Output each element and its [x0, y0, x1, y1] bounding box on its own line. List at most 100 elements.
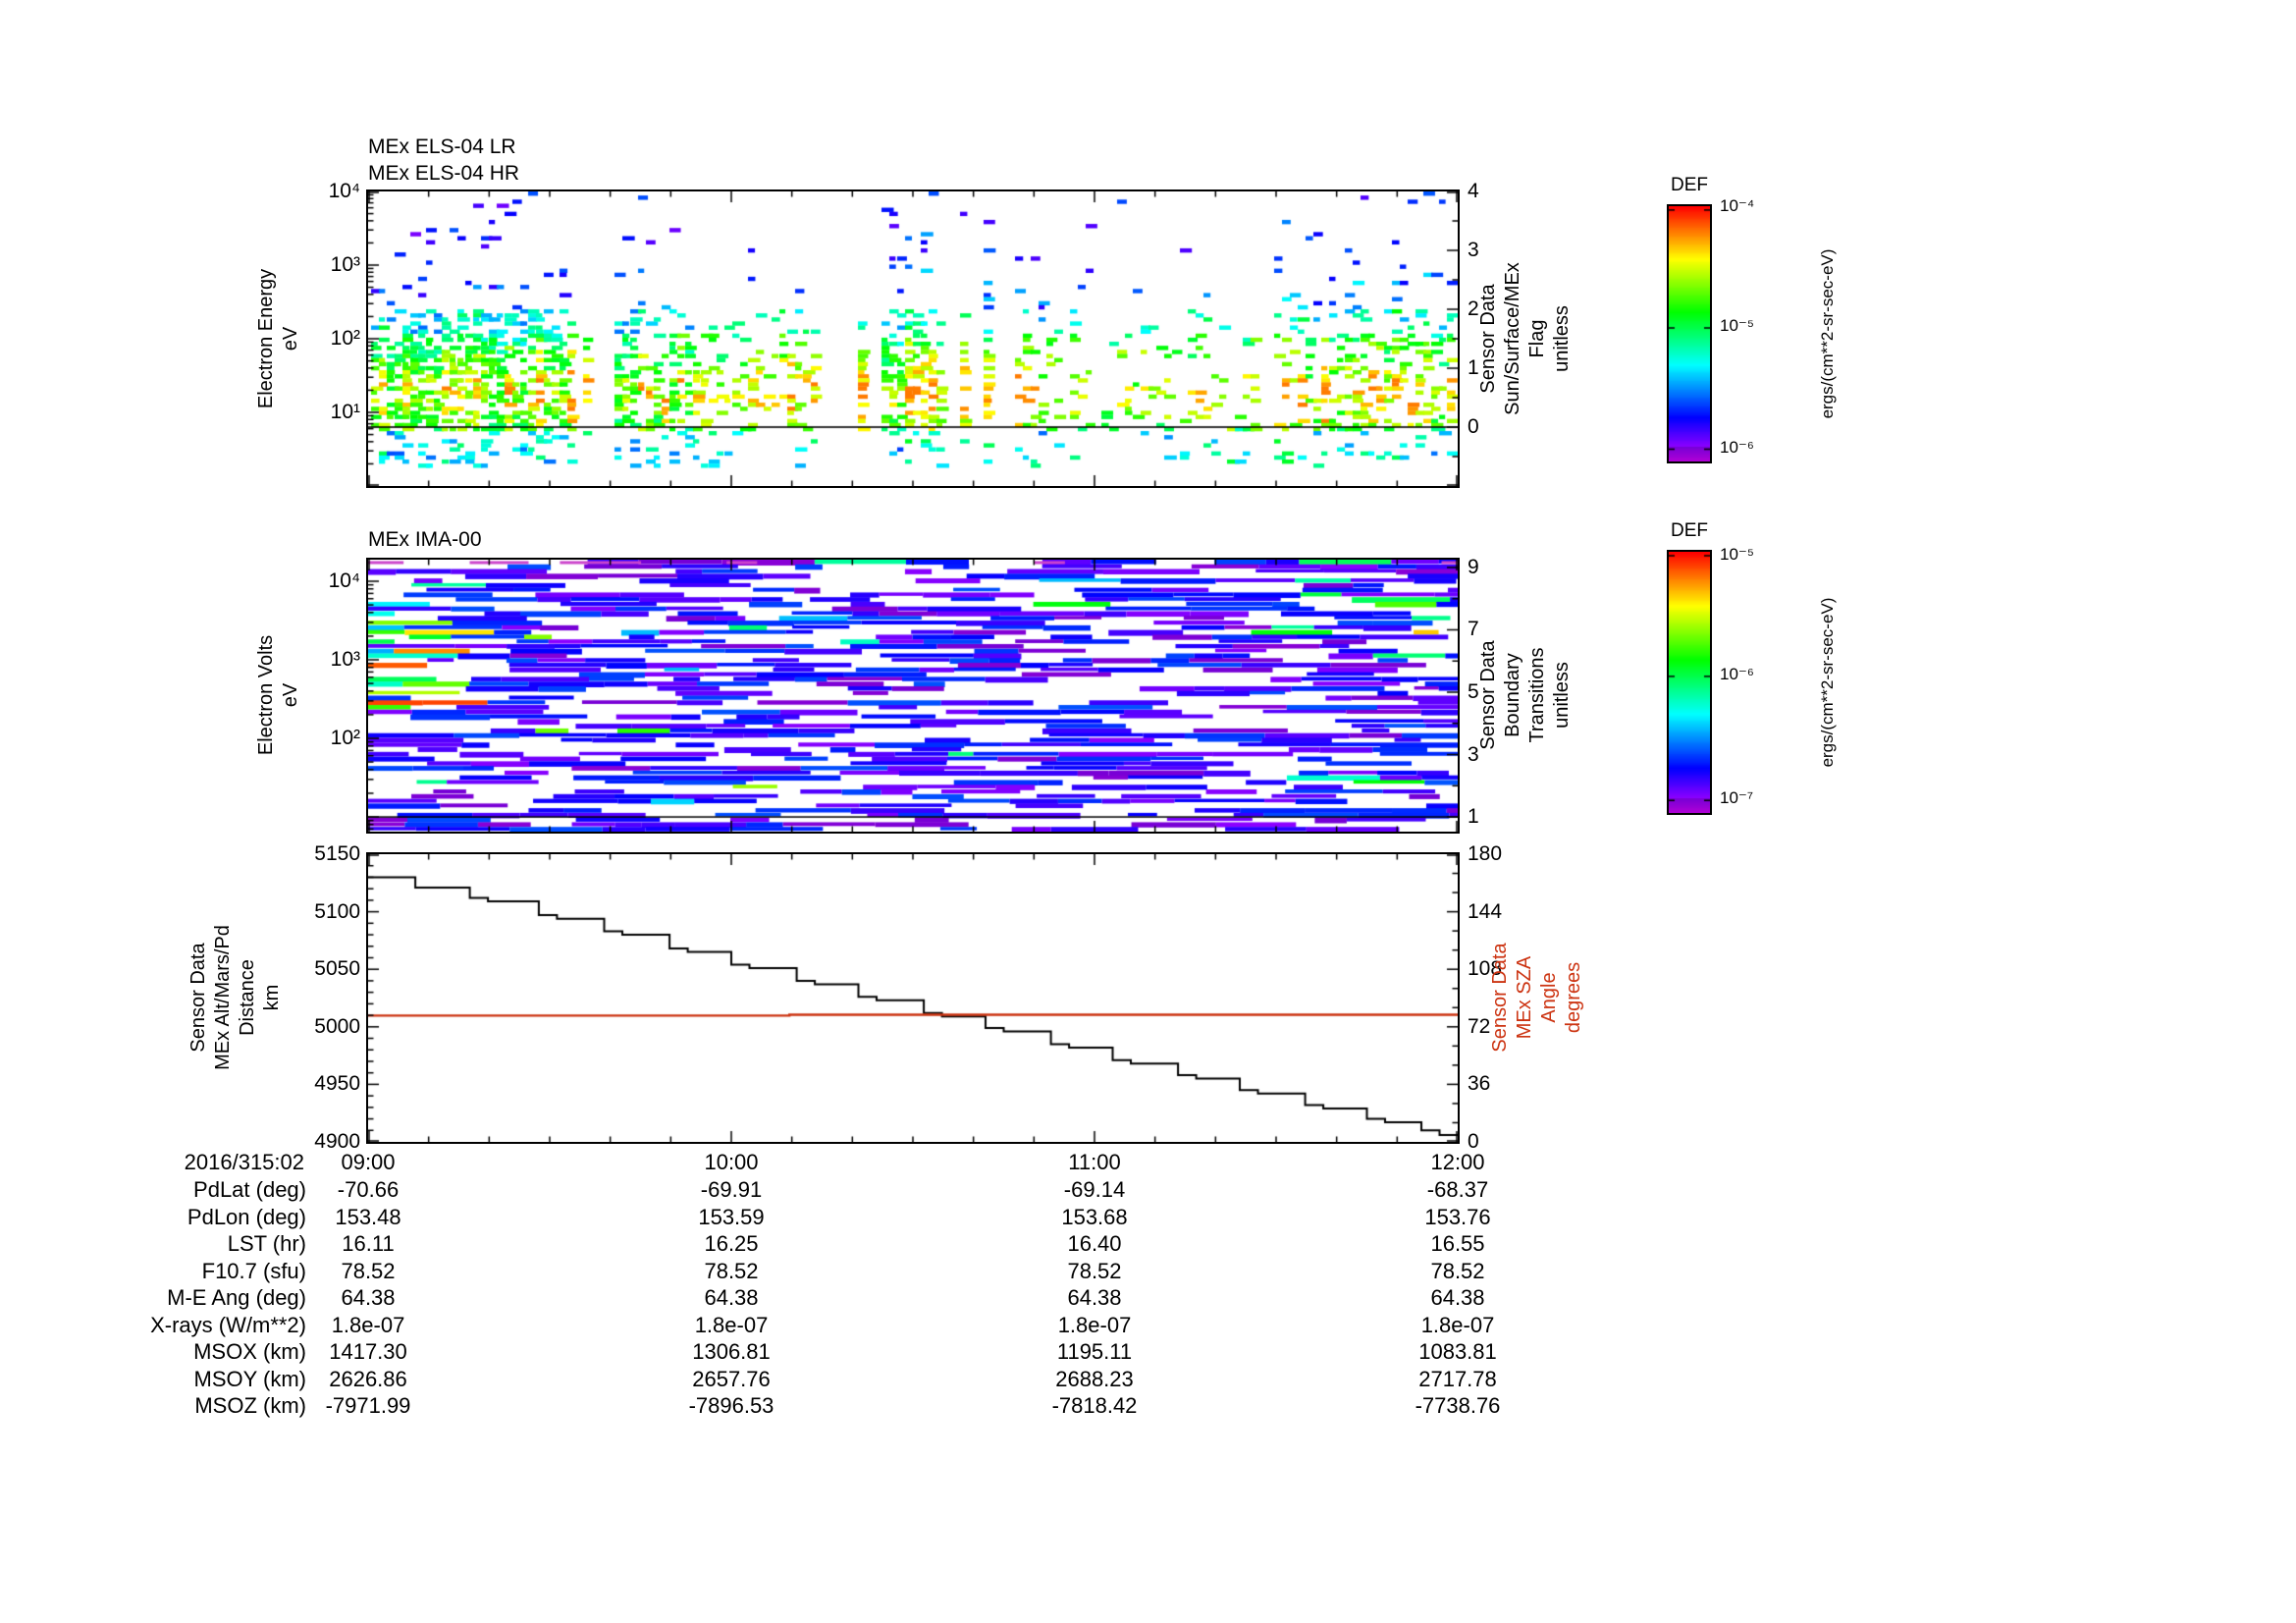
els-colorbar-title: DEF	[1671, 175, 1708, 195]
els-title-line2: MEx ELS-04 HR	[368, 162, 520, 185]
alt-ytick-label: 5050	[314, 957, 360, 980]
table-cell: 1.8e-07	[1420, 1312, 1495, 1337]
table-row-label: F10.7 (sfu)	[201, 1258, 306, 1283]
ima-spectrogram-panel	[366, 558, 1460, 834]
ima-colorbar-canvas	[1669, 552, 1710, 813]
table-cell: 1.8e-07	[331, 1312, 405, 1337]
table-cell: 78.52	[704, 1258, 759, 1283]
table-cell: 1417.30	[329, 1339, 407, 1364]
table-cell: 64.38	[1067, 1285, 1122, 1310]
sza-tick-label: 144	[1468, 900, 1503, 923]
ima-colorbar-tick: 10⁻⁶	[1720, 665, 1754, 683]
table-cell: 2626.86	[329, 1366, 407, 1391]
ima-colorbar-title: DEF	[1671, 520, 1708, 541]
date-label: 2016/315:02	[184, 1150, 304, 1174]
table-cell: -7818.42	[1051, 1393, 1138, 1418]
table-cell: -7738.76	[1415, 1393, 1501, 1418]
els-flag-tick-label: 4	[1468, 180, 1479, 202]
table-cell: -68.37	[1426, 1177, 1489, 1202]
sza-tick-label: 108	[1468, 957, 1503, 980]
els-spectrogram-canvas	[368, 191, 1458, 486]
time-tick-label: 11:00	[1068, 1150, 1121, 1174]
table-cell: 153.48	[335, 1204, 401, 1229]
ima-colorbar-unit-label: ergs/(cm**2-sr-sec-eV)	[1818, 597, 1837, 768]
table-cell: 16.55	[1430, 1231, 1485, 1256]
ima-colorbar	[1667, 550, 1712, 815]
table-cell: 2657.76	[692, 1366, 771, 1391]
els-title-line1: MEx ELS-04 LR	[368, 135, 516, 158]
time-tick-label: 10:00	[704, 1150, 759, 1174]
table-cell: 1306.81	[692, 1339, 771, 1364]
table-cell: 16.40	[1067, 1231, 1122, 1256]
table-cell: 1.8e-07	[694, 1312, 769, 1337]
table-row-label: PdLat (deg)	[193, 1177, 306, 1202]
table-row-label: LST (hr)	[227, 1231, 306, 1256]
els-right-axis-label: Sensor Data Sun/Surface/MEx Flag unitles…	[1477, 262, 1573, 415]
alt-ytick-label: 4900	[314, 1130, 360, 1153]
table-cell: -69.14	[1063, 1177, 1126, 1202]
table-row-label: MSOX (km)	[193, 1339, 306, 1364]
ima-right-tick-label: 3	[1468, 743, 1479, 766]
ima-right-tick-label: 5	[1468, 680, 1479, 703]
ima-right-tick-label: 9	[1468, 556, 1479, 578]
ima-ytick-label: 10⁴	[328, 569, 360, 592]
alt-ytick-label: 5100	[314, 900, 360, 923]
els-colorbar-unit-label: ergs/(cm**2-sr-sec-eV)	[1818, 248, 1837, 419]
sza-right-axis-label: Sensor Data MEx SZA Angle degrees	[1489, 943, 1584, 1053]
ima-panel-title: MEx IMA-00	[368, 528, 482, 551]
els-ytick-label: 10²	[330, 327, 360, 350]
els-flag-tick-label: 1	[1468, 356, 1479, 379]
table-cell: 64.38	[1430, 1285, 1485, 1310]
sza-tick-label: 0	[1468, 1130, 1479, 1153]
table-cell: 153.59	[698, 1204, 765, 1229]
ima-right-tick-label: 7	[1468, 618, 1479, 640]
els-spectrogram-panel	[366, 189, 1460, 488]
table-cell: 1.8e-07	[1057, 1312, 1132, 1337]
els-colorbar-tick: 10⁻⁵	[1720, 316, 1754, 335]
time-tick-label: 09:00	[341, 1150, 396, 1174]
els-ytick-label: 10³	[330, 253, 360, 276]
els-flag-tick-label: 0	[1468, 415, 1479, 438]
altitude-y-axis-label: Sensor Data MEx Alt/Mars/Pd Distance km	[187, 925, 283, 1070]
els-panel-title: MEx ELS-04 LR MEx ELS-04 HR	[368, 134, 519, 187]
table-cell: 78.52	[1067, 1258, 1122, 1283]
table-cell: 16.25	[704, 1231, 759, 1256]
table-row-label: PdLon (deg)	[187, 1204, 306, 1229]
table-cell: 78.52	[1430, 1258, 1485, 1283]
ima-spectrogram-canvas	[368, 560, 1458, 832]
table-cell: 64.38	[341, 1285, 396, 1310]
ima-colorbar-tick: 10⁻⁷	[1720, 788, 1754, 807]
table-cell: 1195.11	[1056, 1339, 1133, 1364]
els-ytick-label: 10⁴	[328, 180, 360, 202]
alt-ytick-label: 5150	[314, 842, 360, 865]
table-cell: -7971.99	[325, 1393, 411, 1418]
table-cell: 2717.78	[1418, 1366, 1497, 1391]
ima-colorbar-tick: 10⁻⁵	[1720, 545, 1754, 564]
altitude-sza-panel	[366, 852, 1460, 1144]
ima-ytick-label: 10³	[330, 648, 360, 671]
table-cell: -7896.53	[688, 1393, 774, 1418]
table-row-label: MSOY (km)	[193, 1366, 306, 1391]
sza-tick-label: 36	[1468, 1072, 1491, 1095]
table-cell: 64.38	[704, 1285, 759, 1310]
table-row-label: MSOZ (km)	[194, 1393, 306, 1418]
table-cell: 2688.23	[1055, 1366, 1134, 1391]
ima-ytick-label: 10²	[330, 727, 360, 749]
els-colorbar-tick: 10⁻⁴	[1720, 196, 1755, 215]
sza-tick-label: 72	[1468, 1015, 1491, 1038]
alt-ytick-label: 5000	[314, 1015, 360, 1038]
els-flag-tick-label: 2	[1468, 298, 1479, 320]
els-colorbar-canvas	[1669, 206, 1710, 461]
table-cell: -70.66	[337, 1177, 400, 1202]
time-tick-label: 12:00	[1430, 1150, 1485, 1174]
els-ytick-label: 10¹	[330, 401, 360, 423]
els-flag-tick-label: 3	[1468, 239, 1479, 261]
els-colorbar-tick: 10⁻⁶	[1720, 438, 1754, 457]
table-cell: 153.76	[1424, 1204, 1491, 1229]
els-colorbar	[1667, 204, 1712, 463]
table-row-label: M-E Ang (deg)	[167, 1285, 306, 1310]
table-cell: 78.52	[341, 1258, 396, 1283]
table-cell: -69.91	[700, 1177, 763, 1202]
ima-right-axis-label: Sensor Data Boundary Transitions unitles…	[1477, 640, 1573, 750]
